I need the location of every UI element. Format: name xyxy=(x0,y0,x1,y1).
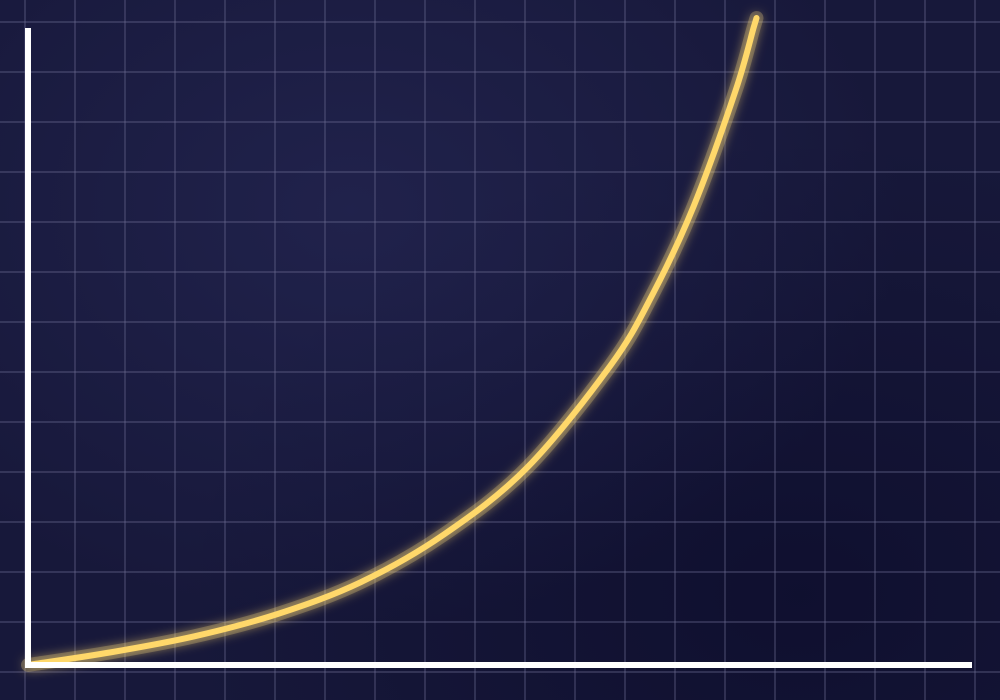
series-line xyxy=(25,15,760,668)
series-layer xyxy=(21,11,764,672)
axes xyxy=(25,28,972,668)
